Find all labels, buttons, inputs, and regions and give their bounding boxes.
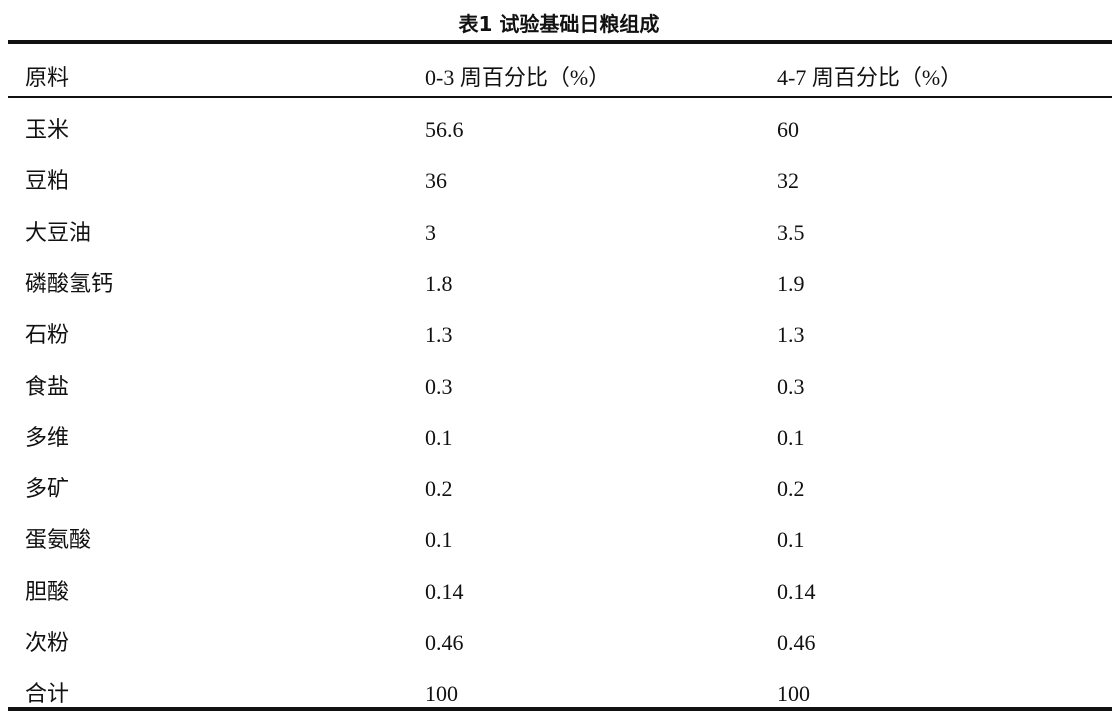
table-cell: 大豆油 <box>25 219 92 245</box>
table-cell: 合计 <box>25 681 70 707</box>
table-cell: 蛋氨酸 <box>25 527 92 553</box>
table-cell: 3 <box>425 219 436 245</box>
top-rule <box>8 40 1112 44</box>
table-cell: 胆酸 <box>25 578 70 604</box>
table-cell: 60 <box>777 117 799 142</box>
header-rule <box>8 96 1112 98</box>
header-cell: 原料 <box>25 65 70 90</box>
table-cell: 1.3 <box>777 322 805 348</box>
table-cell: 多维 <box>25 424 70 450</box>
table-cell: 0.14 <box>777 578 816 604</box>
table-cell: 磷酸氢钙 <box>25 270 114 296</box>
table-cell: 0.46 <box>777 630 816 655</box>
table-cell: 1.9 <box>777 270 805 296</box>
table-cell: 0.1 <box>777 424 805 450</box>
table-cell: 100 <box>425 681 458 707</box>
header-cell: 0-3 周百分比（%） <box>425 65 611 90</box>
table-cell: 0.3 <box>425 373 453 399</box>
table-title: 表1 试验基础日粮组成 <box>458 12 660 36</box>
table-cell: 1.8 <box>425 270 453 296</box>
bottom-rule <box>8 707 1112 711</box>
header-cell: 4-7 周百分比（%） <box>777 65 963 90</box>
table-cell: 32 <box>777 168 799 194</box>
table-cell: 0.2 <box>777 476 805 502</box>
table-cell: 3.5 <box>777 219 805 245</box>
table-cell: 食盐 <box>25 373 70 399</box>
table-cell: 0.2 <box>425 476 453 502</box>
table-cell: 0.1 <box>777 527 805 553</box>
table-cell: 石粉 <box>25 322 70 348</box>
table-cell: 1.3 <box>425 322 453 348</box>
table-cell: 豆粕 <box>25 168 70 194</box>
table-cell: 56.6 <box>425 117 464 142</box>
table-cell: 0.3 <box>777 373 805 399</box>
table-cell: 0.1 <box>425 527 453 553</box>
table-cell: 0.46 <box>425 630 464 655</box>
table-cell: 次粉 <box>25 630 70 655</box>
table-cell: 0.1 <box>425 424 453 450</box>
table-cell: 玉米 <box>25 117 70 142</box>
table-cell: 多矿 <box>25 476 70 502</box>
table-cell: 100 <box>777 681 810 707</box>
table-cell: 0.14 <box>425 578 464 604</box>
table-cell: 36 <box>425 168 447 194</box>
